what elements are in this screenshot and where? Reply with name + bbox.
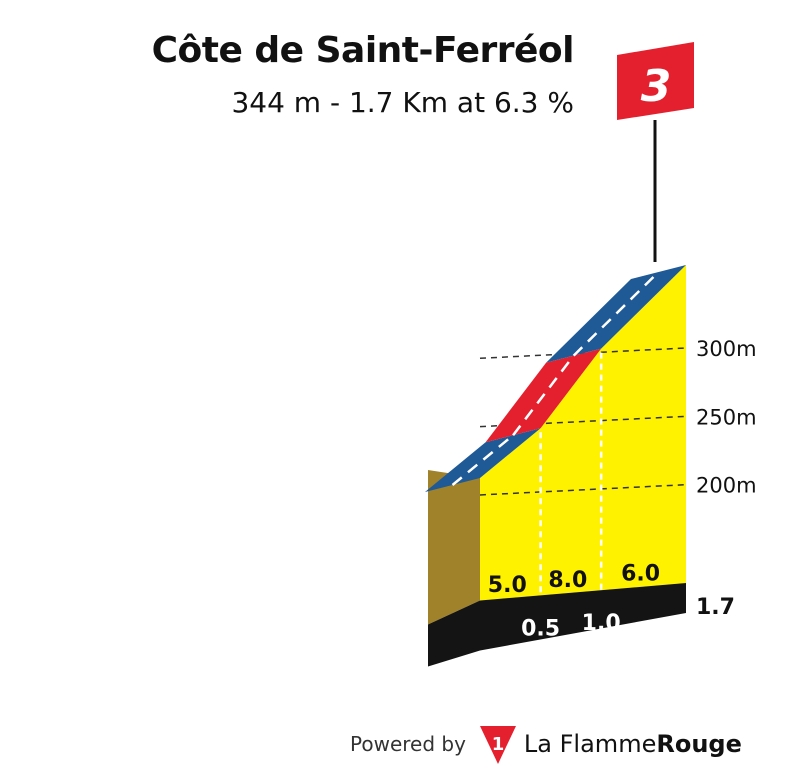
powered-by-text: Powered by	[350, 732, 466, 756]
climb-subtitle: 344 m - 1.7 Km at 6.3 %	[231, 86, 574, 119]
elevation-gridline	[479, 483, 687, 496]
climb-title: Côte de Saint-Ferréol	[151, 30, 575, 71]
elevation-tick-label: 200m	[696, 474, 757, 498]
climb-profile-chart: 3 300m 250m 200m 5.0 8.0 6.0 0.5 1.0 1.7	[425, 42, 757, 667]
road-centerline	[451, 434, 514, 486]
distance-tick-label: 1.0	[582, 611, 621, 636]
profile-base	[428, 583, 686, 667]
end-distance-label: 1.7	[696, 595, 735, 620]
elevation-tick-label: 300m	[696, 337, 757, 361]
category-flag	[617, 42, 694, 120]
road-segment	[425, 428, 541, 492]
gradient-label: 6.0	[621, 562, 660, 587]
gradient-label: 8.0	[548, 568, 587, 593]
footer: Powered by 1 La Flamme Rouge	[350, 724, 742, 764]
road-centerline	[512, 354, 575, 436]
svg-text:1: 1	[492, 734, 505, 755]
flamme-rouge-logo-icon: 1	[479, 726, 516, 764]
category-flag-label: 3	[641, 61, 672, 112]
chart-layer: 300m 250m 200m 5.0 8.0 6.0 0.5 1.0 1.7	[425, 265, 757, 667]
gradient-label: 5.0	[488, 573, 527, 598]
brand-name-light: La Flamme	[523, 730, 657, 758]
profile-face	[480, 265, 686, 601]
elevation-tick-label: 250m	[696, 405, 757, 429]
profile-side	[428, 470, 480, 625]
distance-tick-label: 0.5	[521, 616, 560, 641]
brand-name-bold: Rouge	[656, 730, 742, 758]
road-segment	[546, 265, 686, 363]
